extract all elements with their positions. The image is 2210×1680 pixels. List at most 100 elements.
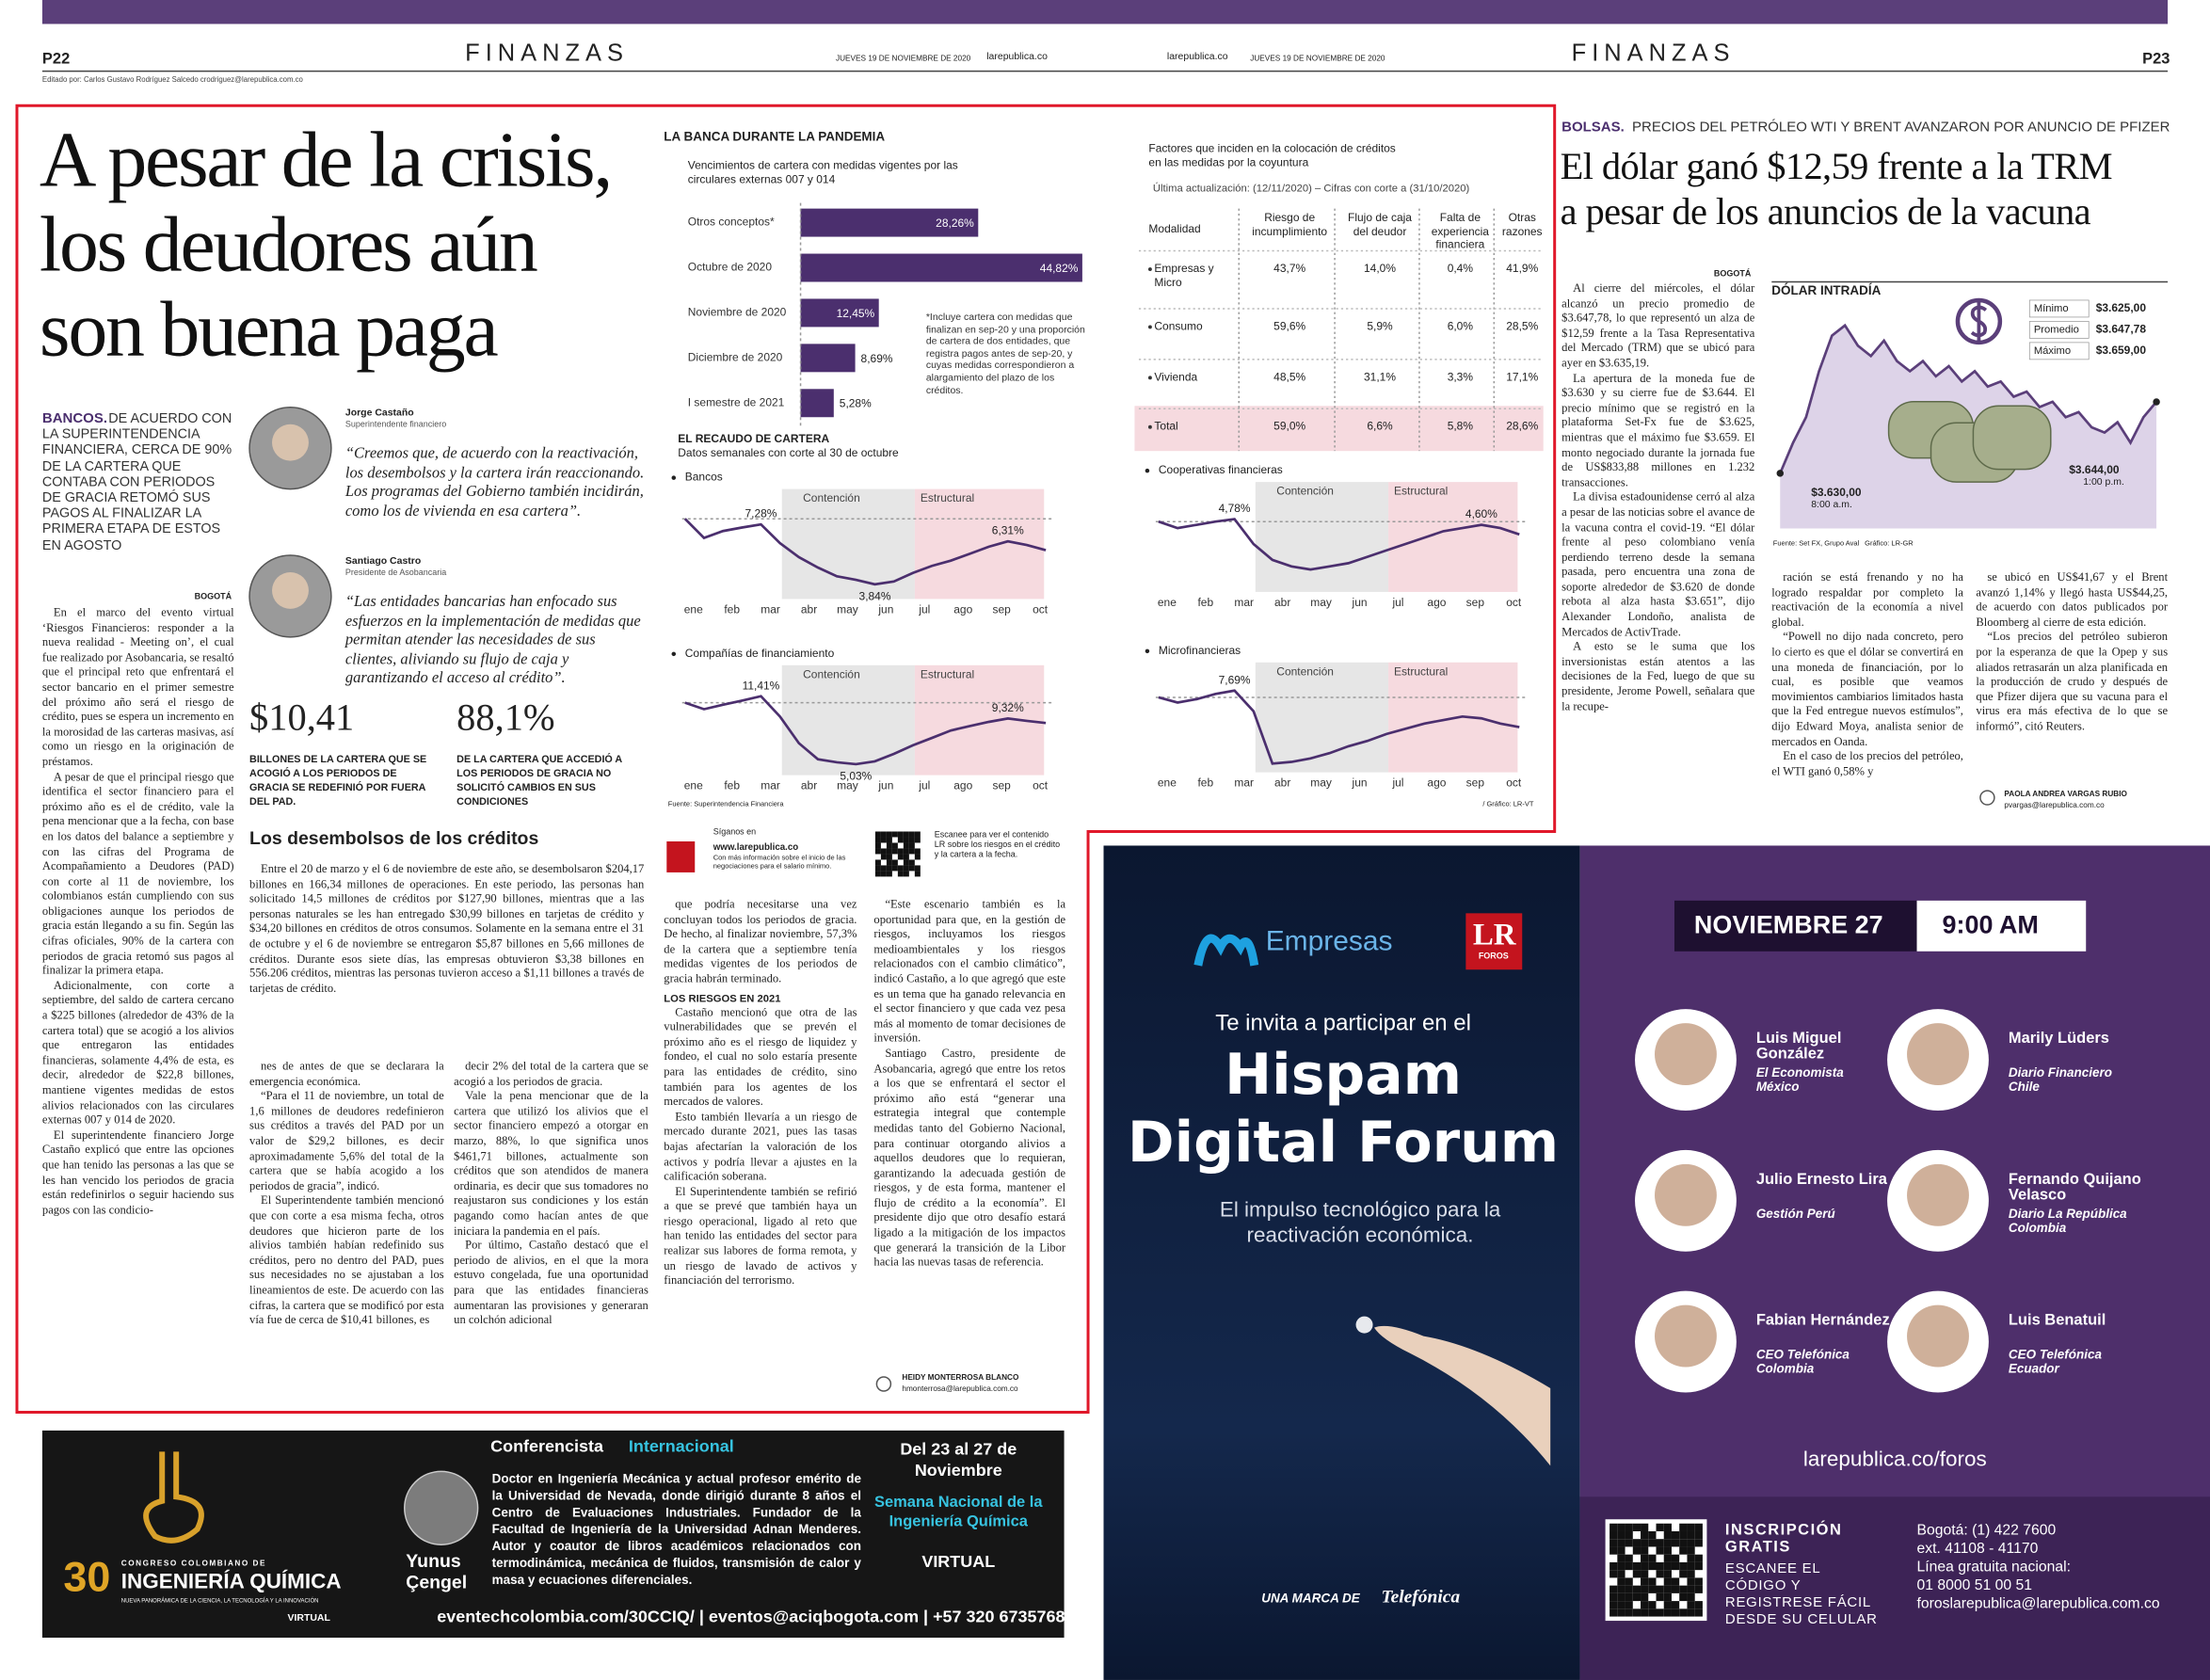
qr-cell — [1663, 1585, 1672, 1593]
stat-label: Máximo — [2033, 344, 2072, 357]
qr-cell — [874, 859, 881, 866]
close-label: $3.644,00 — [2069, 463, 2120, 477]
qr-cell — [886, 871, 892, 877]
speaker-name: Fernando Quijano Velasco — [2008, 1171, 2141, 1204]
qr-cell — [874, 871, 881, 877]
qr-cell — [897, 871, 904, 877]
qr-cell — [1625, 1554, 1633, 1562]
month-label: jul — [1391, 776, 1403, 790]
chart-title: DÓLAR INTRADÍA — [1771, 282, 1882, 297]
month-label: abr — [1274, 596, 1290, 609]
location: BOGOTÁ — [1713, 270, 1752, 280]
speaker-name: Fabian Hernández — [1755, 1312, 1890, 1330]
qr-cell — [1694, 1539, 1703, 1547]
portrait-face — [272, 424, 309, 461]
subhead: Los desembolsos de los créditos — [249, 827, 539, 849]
qr-cell — [874, 865, 881, 872]
qr-cell — [1663, 1592, 1672, 1602]
speaker-name: Marily Lüders — [2008, 1030, 2109, 1048]
qr-cell — [1694, 1577, 1703, 1586]
qr-cell — [1609, 1601, 1618, 1609]
month-label: ago — [953, 602, 972, 616]
qr-cell — [1617, 1523, 1625, 1531]
qr-cell — [1656, 1585, 1664, 1593]
qr-cell — [1648, 1608, 1657, 1617]
date: JUEVES 19 DE NOVIEMBRE DE 2020 — [1250, 55, 1385, 64]
qr-cell — [1617, 1592, 1625, 1602]
month-label: ene — [684, 779, 703, 792]
ad-heading: Conferencista — [490, 1435, 603, 1456]
data-line — [1779, 323, 2158, 474]
total-row-bg — [1134, 406, 1544, 452]
qr-cell — [891, 848, 898, 855]
paragraph: Esto también llevaría a un riesgo de mer… — [664, 1110, 857, 1183]
qr-cell — [1663, 1554, 1672, 1562]
top-bar — [41, 0, 2169, 24]
chart-source: Fuente: Set FX, Grupo Aval — [1772, 539, 1860, 549]
qr-cell — [1671, 1530, 1680, 1540]
qr-cell — [1663, 1546, 1672, 1555]
qr-cell — [1656, 1608, 1664, 1617]
paragraph: En el caso de los precios del petróleo, … — [1771, 749, 1963, 778]
qr-cell — [1648, 1561, 1657, 1571]
month-label: feb — [724, 602, 740, 616]
qr-cell — [1663, 1530, 1672, 1540]
month-label: abr — [801, 602, 817, 616]
qr-cell — [1641, 1539, 1649, 1547]
qr-cell — [914, 831, 921, 838]
forum-ad-left — [1103, 845, 1580, 1680]
qr-cell — [1625, 1523, 1633, 1531]
speaker-face — [1907, 1023, 1969, 1086]
dollar-sign — [1970, 301, 1988, 342]
paragraph: Vale la pena mencionar que de la cartera… — [454, 1089, 649, 1238]
money-roll — [1972, 405, 2052, 471]
stat-label: Mínimo — [2033, 301, 2069, 314]
zone-label: Estructural — [920, 491, 975, 505]
paragraph: A pesar de que el principal riesgo que i… — [41, 770, 234, 978]
bottom-left-ad — [41, 1430, 1065, 1639]
point-label: 7,69% — [1219, 673, 1251, 686]
signup: INSCRIPCIÓN GRATIS — [1724, 1522, 1843, 1557]
qr-cell — [1648, 1601, 1657, 1609]
point-label: 3,84% — [859, 589, 891, 602]
qr-cell — [1663, 1561, 1672, 1571]
stat-text: DE LA CARTERA QUE ACCEDIÓ A LOS PERIODOS… — [456, 752, 622, 808]
ad-mode: VIRTUAL — [921, 1551, 996, 1572]
qr-cell — [880, 871, 887, 877]
quote-name: Santiago Castro — [344, 556, 422, 567]
qr-cell — [897, 865, 904, 872]
table-cell: 41,9% — [1506, 262, 1539, 276]
qr-cell — [914, 865, 921, 872]
location: BOGOTÁ — [194, 593, 232, 602]
stat-value: $10,41 — [249, 696, 355, 739]
bar — [800, 344, 856, 373]
scan-note: Escanee para ver el contenido LR sobre l… — [934, 831, 1061, 860]
forum-title: Digital Forum — [1127, 1110, 1560, 1176]
contact-line: Bogotá: (1) 422 7600 — [1916, 1522, 2057, 1540]
qr-cell — [908, 865, 915, 872]
table-cell: 31,1% — [1364, 370, 1396, 384]
brand: Empresas — [1265, 925, 1393, 957]
contact-line: foroslarepublica@larepublica.com.co — [1916, 1595, 2160, 1613]
panel-title: Cooperativas financieras — [1158, 463, 1283, 477]
qr-cell — [1656, 1570, 1664, 1578]
qr-cell — [897, 854, 904, 860]
paragraph: nes de antes de que se declarara la emer… — [249, 1060, 444, 1088]
open-time: 8:00 a.m. — [1811, 500, 1852, 511]
chart-subtitle: Datos semanales con corte al 30 de octub… — [678, 446, 899, 460]
site: larepublica.co — [986, 52, 1048, 62]
body-column: Entre el 20 de marzo y el 6 de noviembre… — [249, 862, 644, 1046]
stat-value: $3.659,00 — [2095, 344, 2147, 357]
bar-label: Noviembre de 2020 — [687, 305, 787, 319]
qr-cell — [1632, 1523, 1641, 1531]
headline: son buena paga — [39, 285, 499, 374]
month-label: may — [1310, 596, 1332, 609]
qr-cell — [908, 842, 915, 849]
qr-cell — [1687, 1585, 1695, 1593]
paragraph: “Los precios del petróleo subieron por l… — [1976, 630, 2169, 733]
byline: PAOLA ANDREA VARGAS RUBIO — [2004, 791, 2127, 800]
zone-contencion — [1255, 482, 1389, 592]
qr-cell — [903, 871, 909, 877]
qr-cell — [1609, 1546, 1618, 1555]
qr-cell — [886, 837, 892, 843]
